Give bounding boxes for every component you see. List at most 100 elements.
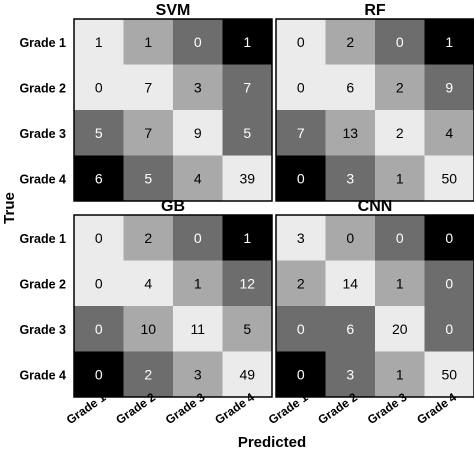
y-axis-label: True xyxy=(1,192,18,224)
cell-value: 7 xyxy=(297,125,305,141)
cell-value: 14 xyxy=(342,275,358,291)
heatmap-cell xyxy=(123,110,173,156)
row-tick-label: Grade 3 xyxy=(19,323,66,337)
heatmap-cell xyxy=(222,110,272,156)
cell-value: 0 xyxy=(445,321,453,337)
panel-frame xyxy=(73,18,273,202)
heatmap-cell xyxy=(276,306,326,352)
cell-value: 0 xyxy=(95,230,103,246)
cell-value: 20 xyxy=(392,321,408,337)
cell-value: 2 xyxy=(144,230,152,246)
heatmap-cell xyxy=(325,215,375,261)
heatmap-cell xyxy=(123,215,173,261)
cell-value: 3 xyxy=(194,366,202,382)
heatmap-cell xyxy=(424,306,474,352)
heatmap-cell xyxy=(222,215,272,261)
heatmap-cell xyxy=(424,260,474,306)
cell-value: 0 xyxy=(95,79,103,95)
heatmap-cell xyxy=(276,215,326,261)
cell-value: 50 xyxy=(441,170,457,186)
row-labels: Grade 1 Grade 2 Grade 3 Grade 4 Grade 1 Grade… xyxy=(19,36,66,383)
cell-value: 0 xyxy=(95,275,103,291)
cell-value: 6 xyxy=(346,321,354,337)
heatmap-cell xyxy=(173,215,223,261)
panel-title: SVM xyxy=(156,2,191,19)
heatmap-cell xyxy=(222,306,272,352)
heatmap-cell xyxy=(173,19,223,65)
heatmap-cell xyxy=(375,64,425,110)
heatmap-cell xyxy=(123,19,173,65)
heatmap-cell xyxy=(424,19,474,65)
panel-cnn: CNN 3 0 0 0 2 14 1 0 0 6 20 0 0 3 1 50 xyxy=(275,198,474,398)
cell-value: 3 xyxy=(346,170,354,186)
cell-value: 1 xyxy=(445,34,453,50)
heatmap-cell xyxy=(424,110,474,156)
cell-value: 1 xyxy=(396,275,404,291)
heatmap-cell xyxy=(74,260,124,306)
heatmap-cell xyxy=(123,260,173,306)
row-tick-label: Grade 1 xyxy=(19,36,66,50)
cell-value: 0 xyxy=(297,34,305,50)
heatmap-cell xyxy=(222,64,272,110)
cell-value: 1 xyxy=(144,34,152,50)
heatmap-cell xyxy=(375,155,425,201)
cell-value: 1 xyxy=(95,34,103,50)
x-axis-label: Predicted xyxy=(238,434,306,451)
heatmap-cell xyxy=(375,351,425,397)
cell-value: 11 xyxy=(190,321,205,337)
heatmap-cell xyxy=(375,110,425,156)
heatmap-cell xyxy=(173,64,223,110)
cell-value: 3 xyxy=(346,366,354,382)
cell-value: 0 xyxy=(445,230,453,246)
heatmap-cell xyxy=(325,110,375,156)
cell-value: 2 xyxy=(144,366,152,382)
row-tick-label: Grade 3 xyxy=(19,127,66,141)
heatmap-cell xyxy=(325,351,375,397)
heatmap-cell xyxy=(325,19,375,65)
cell-value: 49 xyxy=(239,366,255,382)
cell-value: 0 xyxy=(297,366,305,382)
cell-value: 0 xyxy=(194,230,202,246)
cell-value: 12 xyxy=(239,275,255,291)
heatmap-cell xyxy=(222,19,272,65)
heatmap-cell xyxy=(276,19,326,65)
cell-value: 7 xyxy=(144,79,152,95)
cell-value: 10 xyxy=(140,321,156,337)
cell-value: 5 xyxy=(144,170,152,186)
cell-value: 2 xyxy=(297,275,305,291)
cell-value: 7 xyxy=(243,79,251,95)
cell-value: 0 xyxy=(396,230,404,246)
cell-value: 3 xyxy=(297,230,305,246)
cell-value: 4 xyxy=(445,125,453,141)
heatmap-cell xyxy=(424,215,474,261)
heatmap-cell xyxy=(325,306,375,352)
cell-value: 39 xyxy=(239,170,255,186)
heatmap-cell xyxy=(74,110,124,156)
heatmap-cell xyxy=(276,64,326,110)
cell-value: 1 xyxy=(243,230,251,246)
panel-gb: GB0 2 0 10 4 1 120 10 11 50 2 3 49 xyxy=(73,198,273,398)
cell-value: 5 xyxy=(243,125,251,141)
heatmap-cell xyxy=(74,306,124,352)
heatmap-cell xyxy=(74,155,124,201)
heatmap-cell xyxy=(375,19,425,65)
heatmap-cell xyxy=(74,215,124,261)
heatmap-cell xyxy=(276,351,326,397)
heatmap-cell xyxy=(375,260,425,306)
cell-value: 4 xyxy=(144,275,152,291)
heatmap-cell xyxy=(276,155,326,201)
heatmap-cell xyxy=(173,306,223,352)
panel-frame xyxy=(73,214,273,398)
heatmap-cell xyxy=(424,351,474,397)
cell-value: 7 xyxy=(144,125,152,141)
cell-value: 1 xyxy=(194,275,202,291)
heatmap-cell xyxy=(325,64,375,110)
cell-value: 0 xyxy=(445,275,453,291)
cell-value: 0 xyxy=(95,366,103,382)
cell-value: 6 xyxy=(346,79,354,95)
panel-title: RF xyxy=(364,2,386,19)
heatmap-cell xyxy=(123,155,173,201)
